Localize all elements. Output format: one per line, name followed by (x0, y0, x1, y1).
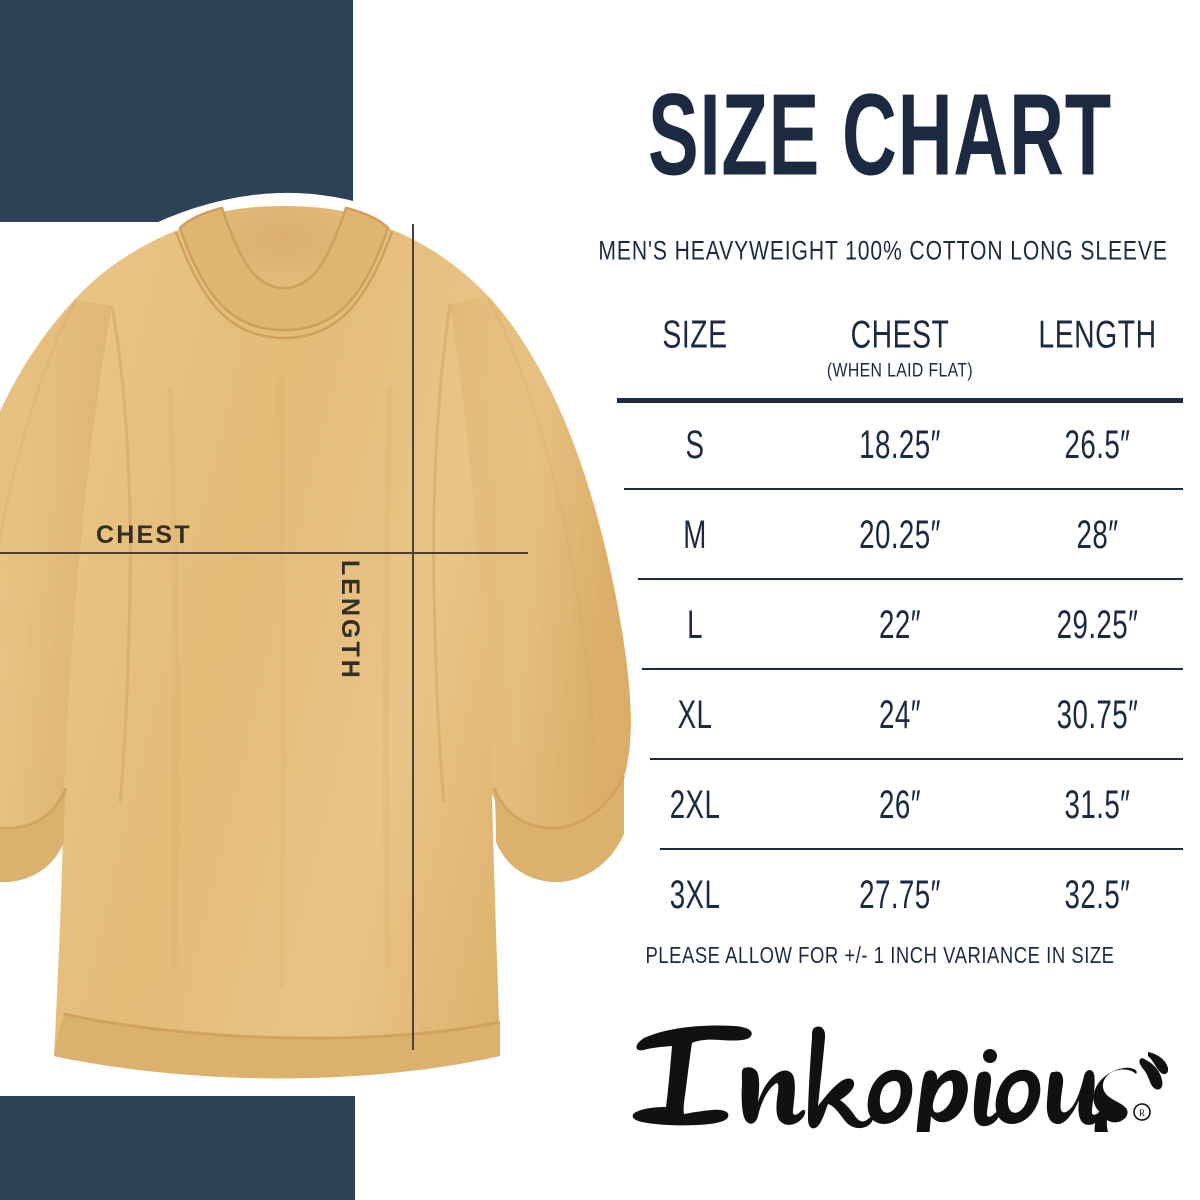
cell-length: 28″ (1076, 512, 1119, 557)
row-rule (660, 848, 1183, 850)
row-rule (638, 578, 1183, 580)
table-row: 3XL 27.75″ 32.5″ (610, 850, 1190, 940)
cell-chest: 27.75″ (859, 872, 941, 917)
brand-logo: R (608, 1012, 1168, 1132)
column-header-length: LENGTH (1038, 312, 1157, 356)
column-header-chest-subtext: (WHEN LAID FLAT) (826, 359, 974, 381)
row-rule (624, 488, 1183, 490)
table-row: L 22″ 29.25″ (610, 580, 1190, 670)
cell-length: 32.5″ (1064, 872, 1131, 917)
cell-chest: 22″ (879, 602, 921, 647)
cell-size: S (685, 422, 705, 467)
row-rule (642, 668, 1183, 670)
registered-trademark-icon: R (1133, 1103, 1151, 1121)
cell-size: 3XL (669, 872, 721, 917)
cell-size: 2XL (669, 782, 721, 827)
cell-length: 30.75″ (1056, 692, 1139, 737)
column-header-size: SIZE (662, 312, 728, 356)
cell-chest: 18.25″ (859, 422, 941, 467)
table-row: M 20.25″ 28″ (610, 490, 1190, 580)
length-measure-line (412, 224, 414, 1050)
shirt-illustration (0, 188, 660, 1088)
navy-block-bottom (0, 1096, 355, 1200)
info-panel: SIZE CHART MEN'S HEAVYWEIGHT 100% COTTON… (560, 0, 1200, 1200)
chest-measure-label: CHEST (96, 521, 192, 549)
table-header-rule (617, 398, 1183, 403)
cell-size: XL (677, 692, 713, 737)
length-measure-label: LENGTH (336, 560, 364, 681)
cell-chest: 20.25″ (859, 512, 941, 557)
table-row: S 18.25″ 26.5″ (610, 400, 1190, 490)
cell-length: 31.5″ (1064, 782, 1131, 827)
row-rule (650, 758, 1183, 760)
cell-chest: 24″ (879, 692, 921, 737)
variance-note: PLEASE ALLOW FOR +/- 1 INCH VARIANCE IN … (645, 943, 1115, 969)
table-row: XL 24″ 30.75″ (610, 670, 1190, 760)
table-header-row: SIZE CHEST (WHEN LAID FLAT) LENGTH (610, 312, 1190, 403)
cell-length: 26.5″ (1064, 422, 1131, 467)
size-table: SIZE CHEST (WHEN LAID FLAT) LENGTH S 18.… (610, 312, 1190, 940)
cell-length: 29.25″ (1056, 602, 1139, 647)
chest-measure-line (0, 552, 528, 554)
page-title: SIZE CHART (648, 70, 1112, 201)
column-header-chest: CHEST (WHEN LAID FLAT) (805, 312, 995, 381)
page-subtitle: MEN'S HEAVYWEIGHT 100% COTTON LONG SLEEV… (598, 236, 1168, 267)
svg-text:R: R (1139, 1108, 1145, 1118)
cell-chest: 26″ (879, 782, 921, 827)
cell-size: M (683, 512, 707, 557)
cell-size: L (687, 602, 703, 647)
table-body: S 18.25″ 26.5″ M 20.25″ 28″ L 22″ 29.25″ (610, 400, 1190, 940)
table-row: 2XL 26″ 31.5″ (610, 760, 1190, 850)
navy-block-top (0, 0, 353, 222)
